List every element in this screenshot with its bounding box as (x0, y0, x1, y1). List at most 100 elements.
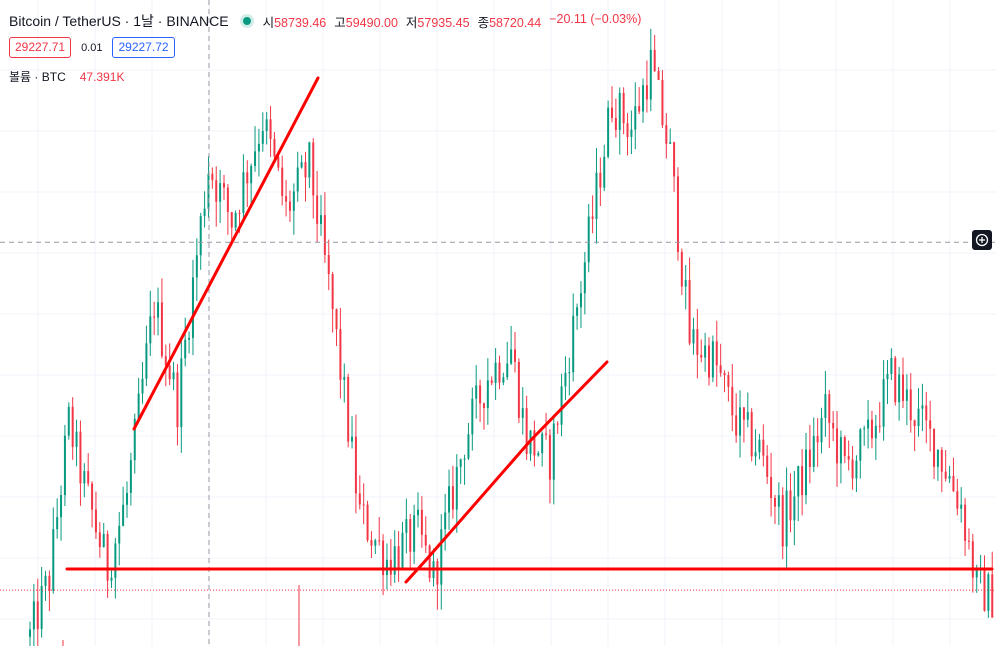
candle-body (389, 559, 392, 575)
candle-body (579, 293, 582, 308)
candle-body (126, 492, 128, 505)
candle-body (773, 497, 776, 507)
candle-body (572, 315, 575, 373)
low-label: 저 (405, 15, 418, 30)
candle-body (905, 389, 908, 401)
candle-body (618, 92, 621, 130)
candle-body (816, 436, 819, 443)
candle-body (665, 125, 668, 144)
candle-body (354, 436, 357, 494)
candle-body (459, 459, 462, 467)
volume-value: 47.391K (79, 69, 125, 84)
candle-body (521, 408, 524, 418)
candle-body (874, 425, 877, 439)
candle-body (731, 386, 734, 416)
candle-body (320, 215, 322, 224)
candle-body (805, 449, 807, 496)
candle-body (595, 172, 598, 219)
candle-body (475, 385, 478, 399)
trendline-2 (404, 558, 428, 584)
candle-body (176, 372, 179, 428)
candle-body (603, 156, 606, 188)
candle-body (673, 142, 676, 177)
candle-body (281, 167, 284, 197)
volume-label[interactable]: 볼륨 · BTC (9, 70, 66, 84)
candle-body (482, 403, 485, 409)
candle-body (669, 142, 672, 144)
candle-body (964, 504, 967, 541)
candle-body (234, 212, 237, 228)
candle-body (766, 455, 769, 477)
candle-body (401, 532, 404, 568)
candle-body (967, 540, 970, 542)
candle-body (417, 509, 419, 516)
candle-body (545, 433, 548, 435)
candle-body (385, 559, 388, 576)
trade-prices: 29227.71 0.01 29227.72 (9, 37, 175, 58)
candle-body (560, 386, 563, 425)
candle-body (285, 196, 288, 202)
candle-body (382, 540, 385, 576)
candle-body (552, 423, 555, 480)
candle-body (428, 545, 431, 579)
candle-body (184, 339, 187, 359)
candle-body (397, 546, 400, 568)
candle-body (226, 187, 229, 213)
candle-body (323, 215, 326, 255)
candle-body (351, 436, 354, 442)
candle-body (870, 419, 873, 439)
candle-body (79, 431, 82, 484)
candle-body (215, 180, 218, 202)
candle-body (316, 195, 319, 224)
candle-body (808, 449, 811, 467)
candle-body (541, 433, 544, 454)
candle-body (715, 341, 718, 366)
candle-body (622, 92, 625, 124)
candle-body (971, 541, 974, 578)
candle-body (91, 483, 94, 510)
candle-body (940, 449, 943, 472)
candle-body (331, 274, 334, 310)
candle-body (832, 422, 835, 429)
candle-body (75, 431, 78, 447)
candle-body (230, 212, 233, 228)
candle-body (863, 428, 866, 430)
volume-legend: 볼륨 · BTC 47.391K (9, 68, 124, 85)
candle-body (362, 504, 365, 506)
candle-body (797, 466, 800, 497)
candle-body (114, 543, 117, 578)
candle-body (723, 372, 726, 376)
candle-body (576, 307, 579, 316)
buy-price-button[interactable]: 29227.72 (112, 37, 175, 58)
candle-body (370, 540, 373, 546)
sell-price-button[interactable]: 29227.71 (9, 37, 72, 58)
candle-body (335, 309, 338, 330)
candle-body (739, 407, 742, 436)
candle-body (48, 575, 51, 591)
candle-body (750, 412, 753, 457)
candle-body (444, 512, 447, 530)
candle-body (770, 476, 773, 498)
candle-body (129, 460, 132, 493)
add-price-button[interactable] (972, 230, 992, 250)
candle-body (288, 201, 291, 211)
trendline-1 (529, 360, 609, 442)
candle-body (312, 142, 315, 196)
candle-body (490, 380, 493, 383)
candle-body (502, 377, 505, 383)
candle-body (133, 418, 136, 461)
candle-body (122, 504, 125, 526)
candle-body (762, 439, 765, 456)
candle-body (735, 415, 738, 436)
candle-body (141, 378, 144, 394)
candle-body (343, 376, 346, 380)
candle-body (164, 356, 167, 366)
drawing-layer[interactable] (65, 76, 994, 584)
candle-body (653, 49, 656, 72)
candle-body (494, 362, 497, 383)
candle-body (378, 540, 381, 542)
candle-body (680, 252, 683, 287)
symbol-title[interactable]: Bitcoin / TetherUS · 1날 · BINANCE (9, 13, 229, 29)
candle-body (242, 172, 245, 214)
